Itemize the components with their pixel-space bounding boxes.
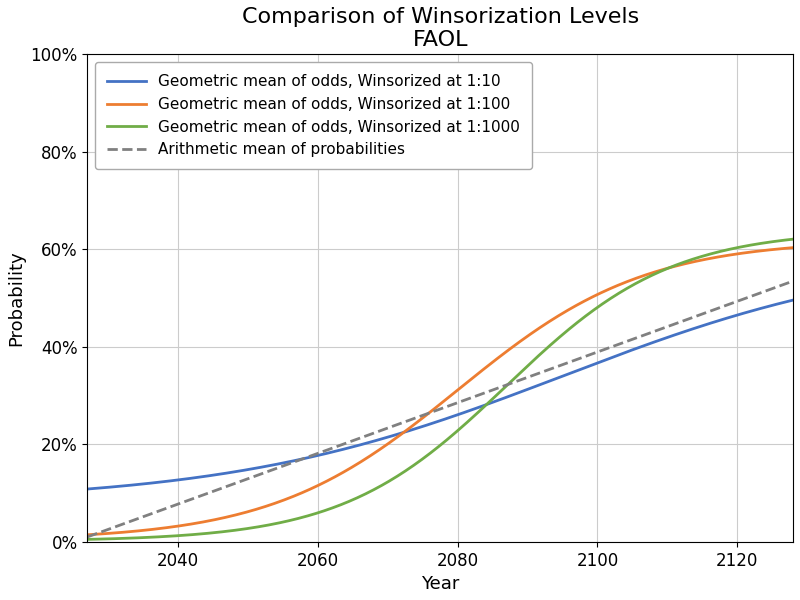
Arithmetic mean of probabilities bbox=[207, 488, 217, 495]
Geometric mean of odds, Winsorized at 1:100 bbox=[614, 281, 623, 289]
Line: Geometric mean of odds, Winsorized at 1:10: Geometric mean of odds, Winsorized at 1:… bbox=[87, 300, 793, 489]
Geometric mean of odds, Winsorized at 1:100 bbox=[402, 427, 411, 434]
Geometric mean of odds, Winsorized at 1:10 bbox=[498, 395, 508, 402]
Arithmetic mean of probabilities bbox=[788, 277, 798, 284]
Geometric mean of odds, Winsorized at 1:100 bbox=[82, 531, 92, 538]
Arithmetic mean of probabilities bbox=[554, 362, 563, 370]
Geometric mean of odds, Winsorized at 1:1000 bbox=[82, 536, 92, 543]
Geometric mean of odds, Winsorized at 1:1000 bbox=[207, 529, 217, 536]
Geometric mean of odds, Winsorized at 1:1000 bbox=[554, 334, 563, 341]
Geometric mean of odds, Winsorized at 1:10 bbox=[82, 485, 92, 493]
Geometric mean of odds, Winsorized at 1:100 bbox=[498, 350, 508, 358]
Arithmetic mean of probabilities bbox=[402, 418, 411, 425]
Arithmetic mean of probabilities bbox=[264, 467, 274, 475]
Arithmetic mean of probabilities bbox=[498, 383, 508, 390]
Title: Comparison of Winsorization Levels
FAOL: Comparison of Winsorization Levels FAOL bbox=[242, 7, 639, 50]
Geometric mean of odds, Winsorized at 1:100 bbox=[788, 244, 798, 251]
Geometric mean of odds, Winsorized at 1:1000 bbox=[788, 236, 798, 243]
Geometric mean of odds, Winsorized at 1:10 bbox=[614, 351, 623, 358]
Geometric mean of odds, Winsorized at 1:10 bbox=[402, 428, 411, 435]
Geometric mean of odds, Winsorized at 1:10 bbox=[554, 374, 563, 381]
Geometric mean of odds, Winsorized at 1:100 bbox=[554, 312, 563, 319]
Arithmetic mean of probabilities bbox=[82, 533, 92, 541]
Line: Geometric mean of odds, Winsorized at 1:100: Geometric mean of odds, Winsorized at 1:… bbox=[87, 248, 793, 535]
Geometric mean of odds, Winsorized at 1:1000 bbox=[614, 290, 623, 297]
Geometric mean of odds, Winsorized at 1:10 bbox=[264, 462, 274, 469]
Geometric mean of odds, Winsorized at 1:1000 bbox=[498, 385, 508, 392]
Arithmetic mean of probabilities bbox=[614, 341, 623, 348]
Line: Geometric mean of odds, Winsorized at 1:1000: Geometric mean of odds, Winsorized at 1:… bbox=[87, 239, 793, 539]
Geometric mean of odds, Winsorized at 1:10 bbox=[207, 472, 217, 479]
Geometric mean of odds, Winsorized at 1:100 bbox=[264, 502, 274, 509]
Geometric mean of odds, Winsorized at 1:10 bbox=[788, 296, 798, 304]
Y-axis label: Probability: Probability bbox=[7, 250, 25, 346]
Geometric mean of odds, Winsorized at 1:1000 bbox=[402, 466, 411, 473]
Geometric mean of odds, Winsorized at 1:1000 bbox=[264, 521, 274, 529]
Legend: Geometric mean of odds, Winsorized at 1:10, Geometric mean of odds, Winsorized a: Geometric mean of odds, Winsorized at 1:… bbox=[95, 62, 532, 169]
X-axis label: Year: Year bbox=[421, 575, 459, 593]
Line: Arithmetic mean of probabilities: Arithmetic mean of probabilities bbox=[87, 281, 793, 537]
Geometric mean of odds, Winsorized at 1:100 bbox=[207, 517, 217, 524]
